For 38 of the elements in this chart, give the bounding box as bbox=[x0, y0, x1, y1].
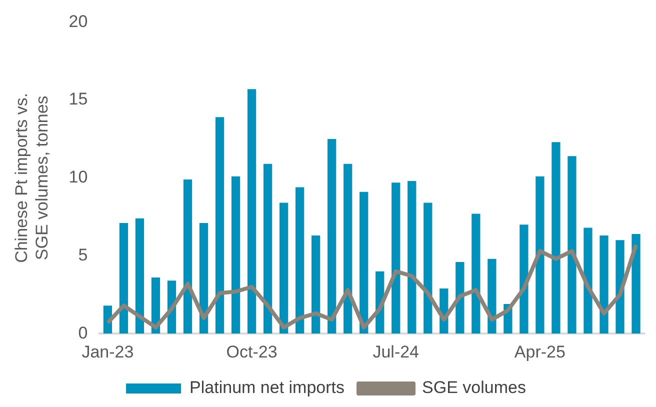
bar bbox=[568, 156, 576, 334]
bar bbox=[199, 223, 208, 334]
bar bbox=[263, 164, 272, 334]
bar bbox=[456, 262, 464, 334]
legend-label: Platinum net imports bbox=[190, 378, 345, 398]
bar bbox=[312, 236, 320, 334]
bar bbox=[520, 224, 528, 334]
x-tick-label: Oct-23 bbox=[226, 342, 278, 362]
bar bbox=[279, 202, 288, 334]
bar bbox=[231, 176, 240, 334]
bar bbox=[584, 228, 592, 334]
y-axis-title: Chinese Pt imports vs. SGE volumes, tonnes bbox=[12, 92, 52, 263]
y-tick-label: 5 bbox=[78, 245, 88, 264]
y-tick-label: 10 bbox=[68, 168, 88, 187]
bar bbox=[472, 214, 480, 334]
y-tick-label: 20 bbox=[68, 12, 88, 31]
bar bbox=[552, 142, 560, 334]
bar bbox=[183, 179, 192, 334]
y-tick-label: 0 bbox=[78, 323, 88, 342]
x-tick-label: Apr-25 bbox=[514, 342, 566, 362]
bar bbox=[328, 138, 336, 334]
bar bbox=[247, 89, 256, 334]
bar bbox=[600, 236, 608, 334]
x-tick-label: Jan-23 bbox=[82, 342, 134, 362]
bar bbox=[408, 181, 416, 334]
bar bbox=[215, 117, 224, 334]
bar bbox=[135, 218, 144, 334]
bar bbox=[295, 187, 304, 334]
bar bbox=[536, 176, 544, 334]
y-tick-label: 15 bbox=[68, 90, 88, 109]
bar bbox=[632, 234, 640, 334]
bar bbox=[344, 164, 352, 334]
legend-label: SGE volumes bbox=[422, 378, 526, 398]
bar bbox=[392, 182, 400, 334]
x-tick-label: Jul-24 bbox=[372, 342, 420, 362]
bar bbox=[424, 202, 432, 334]
bar bbox=[119, 223, 128, 334]
bar bbox=[360, 192, 368, 334]
